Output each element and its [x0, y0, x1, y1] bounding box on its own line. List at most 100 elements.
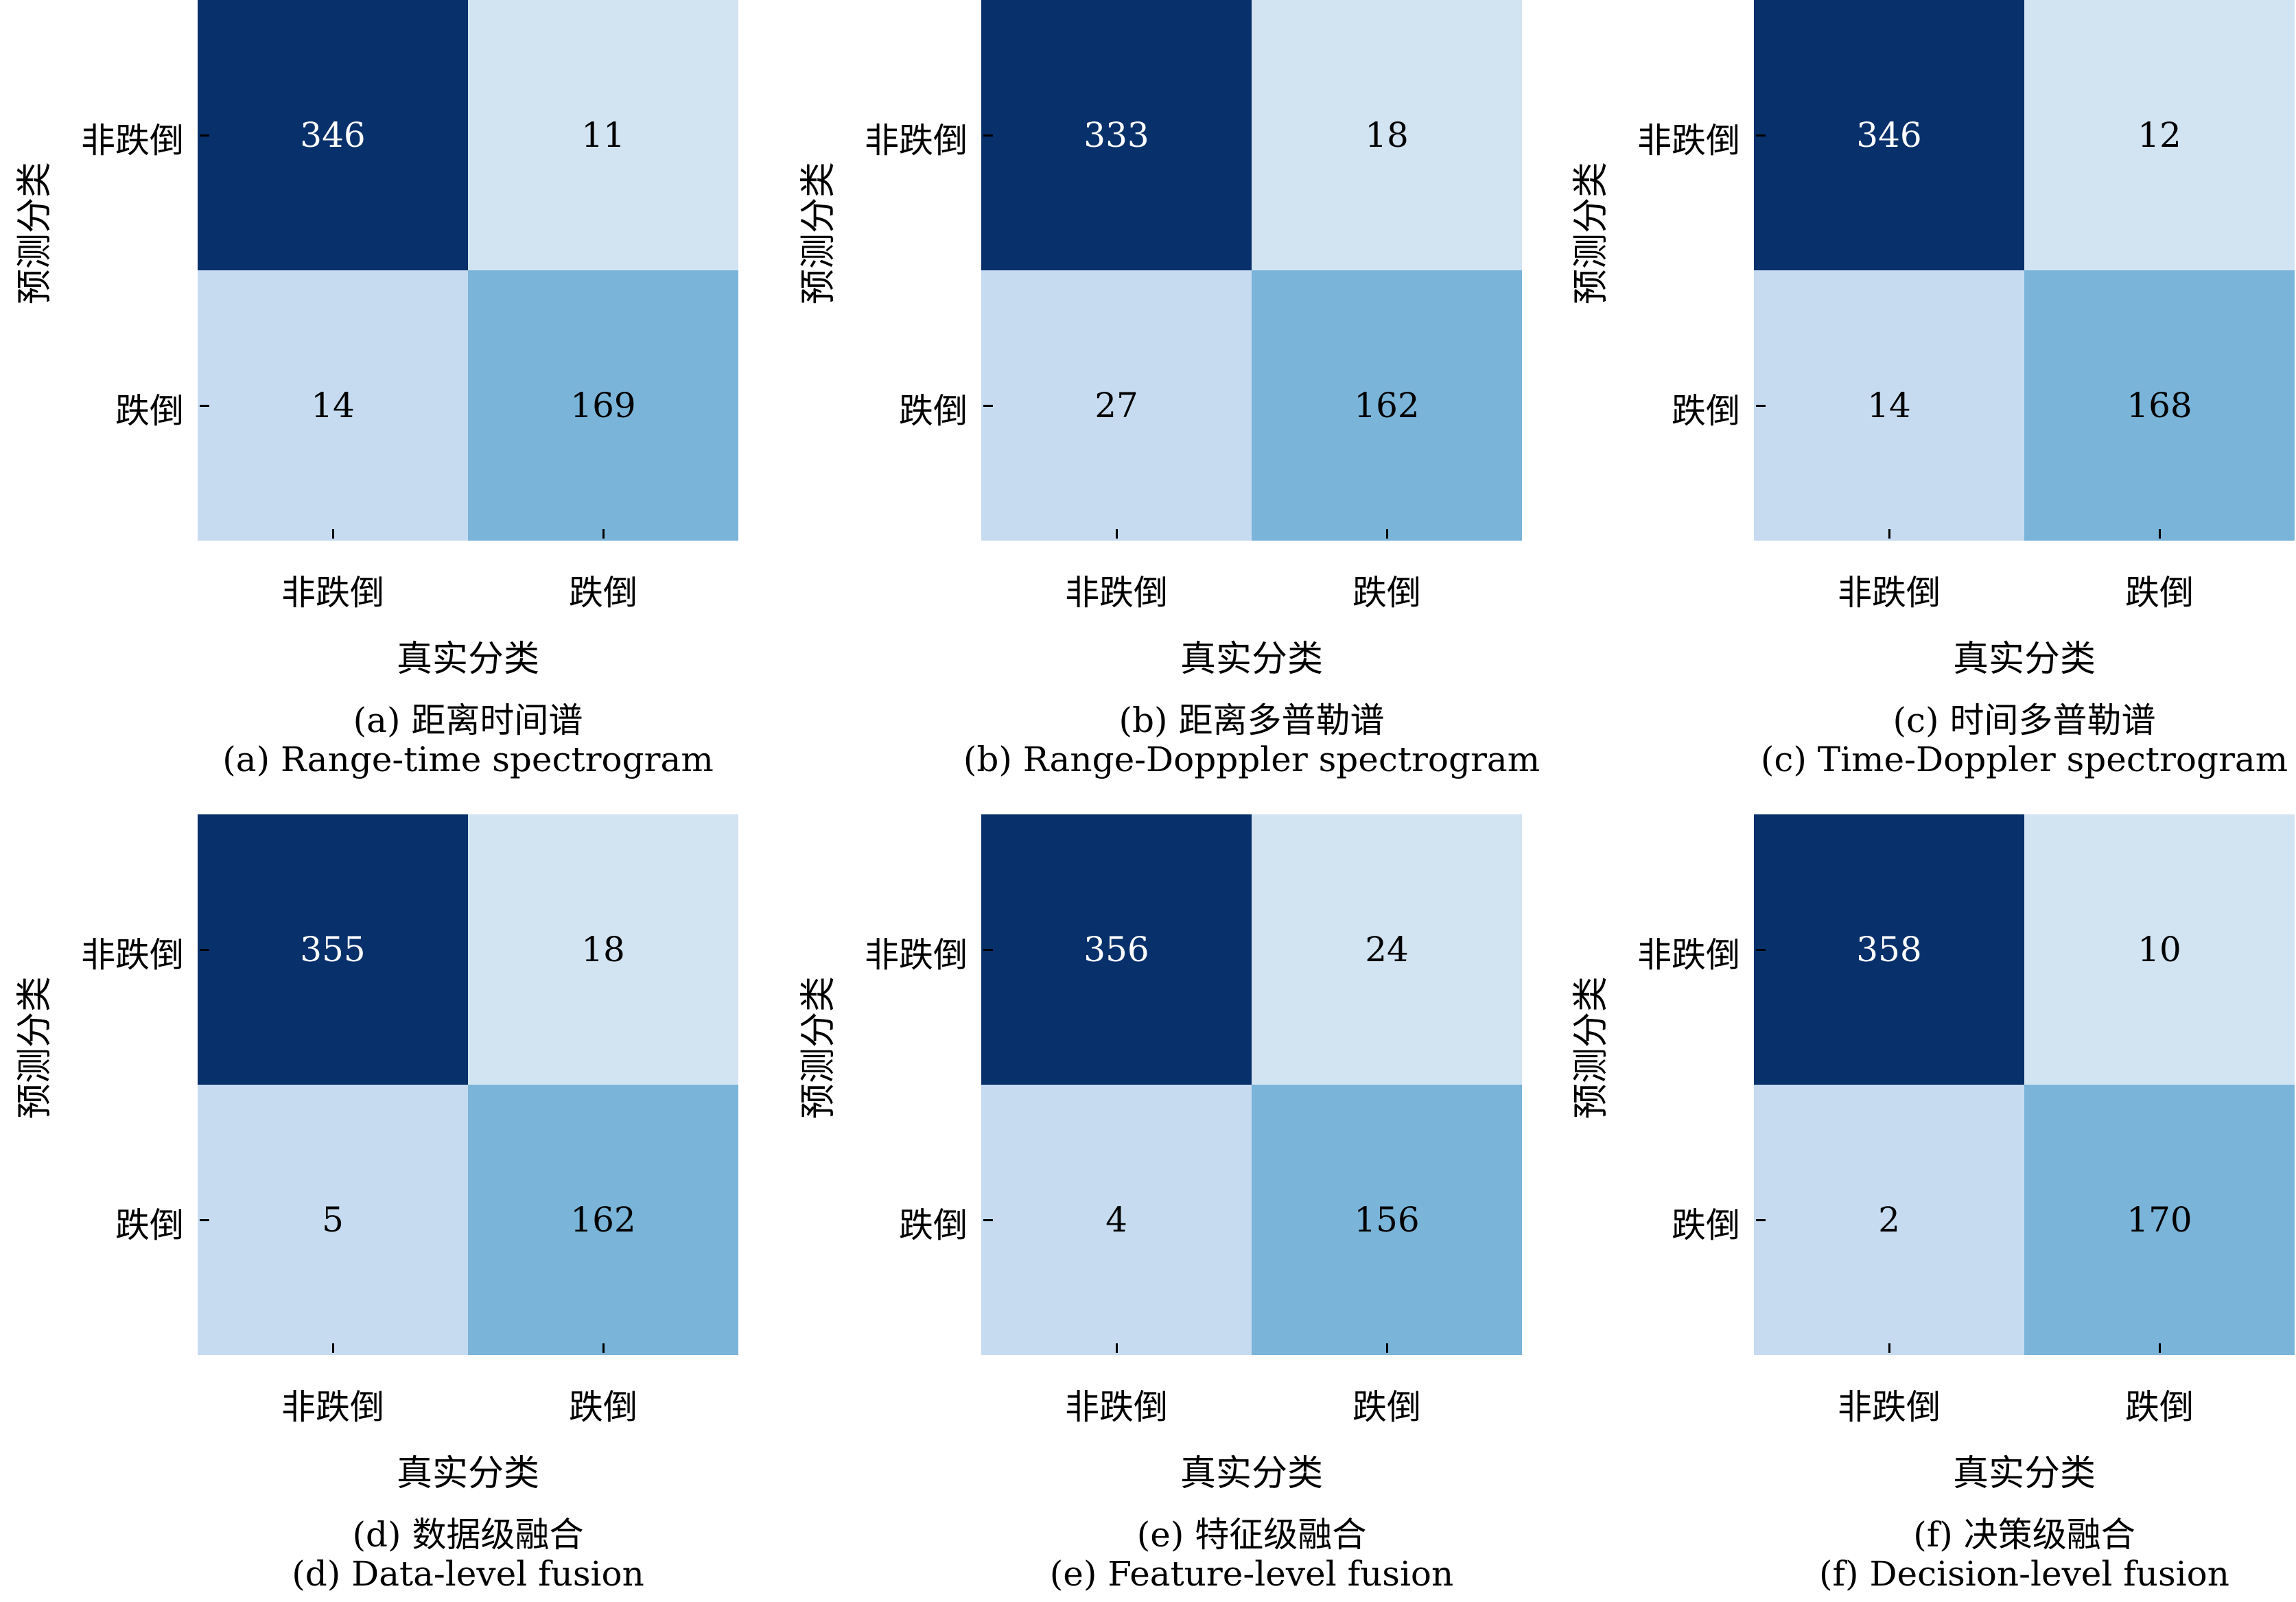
y-tick-mark [983, 134, 993, 137]
y-tick-label: 非跌倒 [865, 935, 968, 975]
matrix-cell: 169 [468, 270, 738, 541]
y-tick-label: 跌倒 [899, 1205, 968, 1245]
x-tick-label: 跌倒 [1352, 573, 1421, 613]
caption-english: (c) Time-Doppler spectrogram [1760, 740, 2288, 779]
caption-chinese: (a) 距离时间谱 [353, 700, 583, 740]
y-axis-label: 预测分类 [798, 162, 839, 305]
x-tick-mark [1116, 1343, 1118, 1353]
caption-chinese: (b) 距离多普勒谱 [1118, 700, 1385, 740]
y-tick-label: 跌倒 [115, 1205, 184, 1245]
x-tick-mark [1386, 529, 1388, 539]
confusion-matrix: 333 18 27 162 [981, 0, 1522, 541]
x-tick-label: 跌倒 [1352, 1387, 1421, 1427]
caption-chinese: (c) 时间多普勒谱 [1893, 700, 2156, 740]
y-tick-mark [200, 405, 209, 407]
matrix-cell: 12 [2024, 0, 2295, 270]
matrix-cell: 162 [468, 1085, 738, 1355]
caption-english: (a) Range-time spectrogram [222, 740, 714, 779]
matrix-cell: 4 [981, 1085, 1252, 1355]
y-tick-label: 跌倒 [115, 391, 184, 431]
matrix-cell: 156 [1252, 1085, 1522, 1355]
confusion-matrix: 355 18 5 162 [198, 814, 738, 1355]
x-tick-mark [1116, 529, 1118, 539]
confusion-matrix: 356 24 4 156 [981, 814, 1522, 1355]
y-tick-mark [983, 405, 993, 407]
x-tick-label: 跌倒 [569, 573, 637, 613]
confusion-matrix: 346 11 14 169 [198, 0, 738, 541]
y-tick-label: 跌倒 [1672, 1205, 1740, 1245]
y-tick-mark [200, 134, 209, 137]
y-tick-mark [983, 1219, 993, 1221]
x-tick-label: 非跌倒 [1065, 573, 1168, 613]
x-tick-label: 非跌倒 [1838, 573, 1941, 613]
caption-chinese: (f) 决策级融合 [1913, 1515, 2135, 1555]
caption-english: (f) Decision-level fusion [1819, 1554, 2229, 1594]
x-tick-mark [332, 1343, 334, 1353]
x-tick-mark [602, 529, 605, 539]
matrix-cell: 27 [981, 270, 1252, 541]
matrix-cell: 11 [468, 0, 738, 270]
y-tick-label: 非跌倒 [81, 121, 184, 161]
x-axis-label: 真实分类 [1180, 639, 1323, 680]
matrix-cell: 358 [1754, 814, 2024, 1085]
y-tick-mark [200, 949, 209, 951]
y-tick-label: 非跌倒 [1637, 935, 1740, 975]
matrix-cell: 18 [1252, 0, 1522, 270]
x-tick-mark [602, 1343, 605, 1353]
y-tick-label: 非跌倒 [865, 121, 968, 161]
confusion-matrix: 358 10 2 170 [1754, 814, 2295, 1355]
x-axis-label: 真实分类 [1952, 639, 2096, 680]
y-tick-mark [983, 949, 993, 951]
matrix-cell: 5 [198, 1085, 468, 1355]
caption-chinese: (e) 特征级融合 [1136, 1515, 1367, 1555]
matrix-cell: 168 [2024, 270, 2295, 541]
caption-english: (b) Range-Dopppler spectrogram [963, 740, 1541, 779]
x-axis-label: 真实分类 [1952, 1453, 2096, 1494]
y-tick-mark [1756, 405, 1766, 407]
confusion-matrix: 346 12 14 168 [1754, 0, 2295, 541]
x-tick-mark [2159, 1343, 2161, 1353]
y-axis-label: 预测分类 [14, 976, 56, 1120]
matrix-cell: 162 [1252, 270, 1522, 541]
x-tick-label: 跌倒 [569, 1387, 637, 1427]
x-tick-mark [1888, 529, 1890, 539]
y-tick-label: 非跌倒 [1637, 121, 1740, 161]
x-axis-label: 真实分类 [396, 639, 539, 680]
caption-english: (e) Feature-level fusion [1049, 1554, 1454, 1594]
x-axis-label: 真实分类 [1180, 1453, 1323, 1494]
y-tick-mark [1756, 949, 1766, 951]
matrix-cell: 346 [1754, 0, 2024, 270]
x-tick-label: 跌倒 [2125, 1387, 2194, 1427]
y-tick-mark [1756, 1219, 1766, 1221]
matrix-cell: 333 [981, 0, 1252, 270]
matrix-cell: 356 [981, 814, 1252, 1085]
matrix-cell: 14 [198, 270, 468, 541]
x-tick-label: 非跌倒 [281, 1387, 384, 1427]
matrix-cell: 2 [1754, 1085, 2024, 1355]
x-tick-mark [2159, 529, 2161, 539]
x-axis-label: 真实分类 [396, 1453, 539, 1494]
caption-chinese: (d) 数据级融合 [352, 1515, 584, 1555]
matrix-cell: 346 [198, 0, 468, 270]
y-tick-mark [1756, 134, 1766, 137]
matrix-cell: 14 [1754, 270, 2024, 541]
y-tick-mark [200, 1219, 209, 1221]
matrix-cell: 18 [468, 814, 738, 1085]
matrix-cell: 170 [2024, 1085, 2295, 1355]
x-tick-mark [1888, 1343, 1890, 1353]
y-axis-label: 预测分类 [14, 162, 56, 305]
x-tick-label: 非跌倒 [1838, 1387, 1941, 1427]
y-axis-label: 预测分类 [798, 976, 839, 1120]
matrix-cell: 24 [1252, 814, 1522, 1085]
x-tick-label: 跌倒 [2125, 573, 2194, 613]
y-tick-label: 跌倒 [1672, 391, 1740, 431]
x-tick-label: 非跌倒 [281, 573, 384, 613]
x-tick-mark [1386, 1343, 1388, 1353]
y-tick-label: 跌倒 [899, 391, 968, 431]
x-tick-mark [332, 529, 334, 539]
y-axis-label: 预测分类 [1571, 976, 1612, 1120]
matrix-cell: 10 [2024, 814, 2295, 1085]
caption-english: (d) Data-level fusion [292, 1554, 644, 1594]
y-axis-label: 预测分类 [1571, 162, 1612, 305]
